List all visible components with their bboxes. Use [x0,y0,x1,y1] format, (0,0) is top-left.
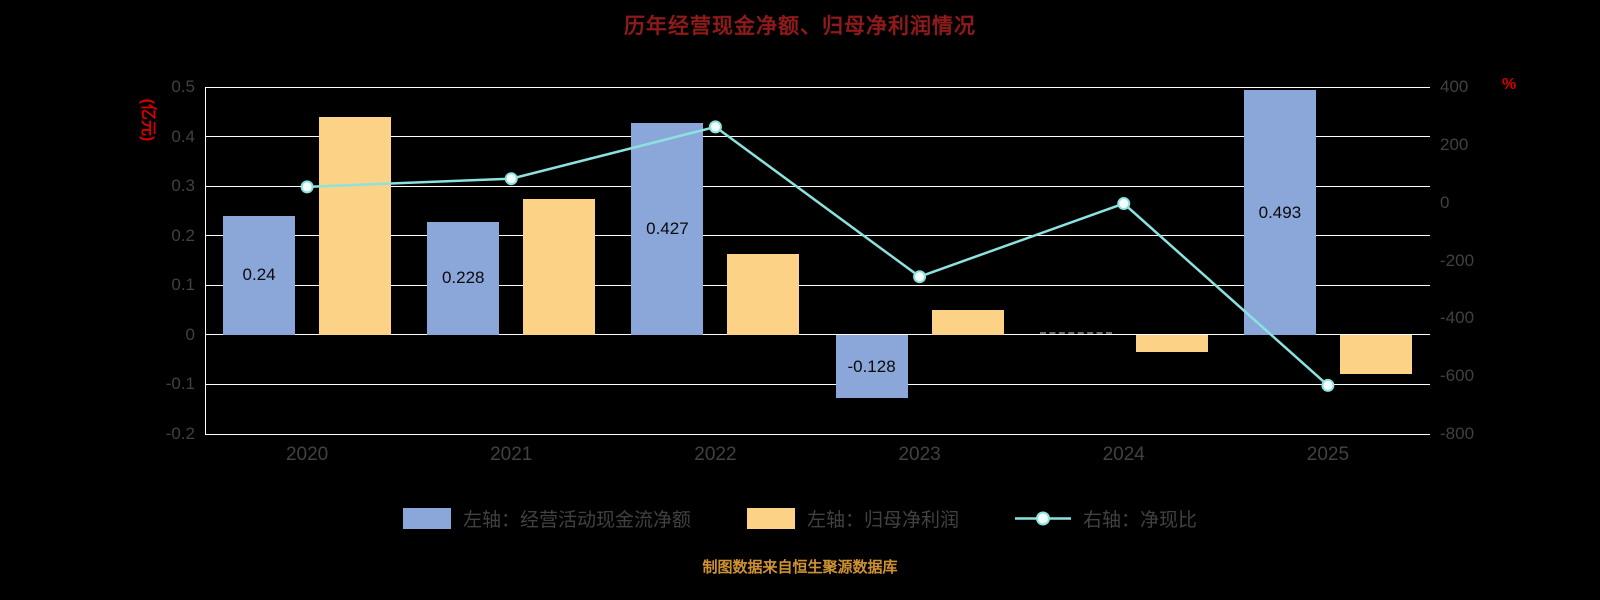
gridline [205,136,1430,138]
ratio-line-marker [504,172,518,186]
ratio-line-marker [1321,378,1335,392]
left-axis-tick-label: 0 [185,324,195,344]
cash-flow-bar [427,221,500,335]
ratio-line-marker [708,120,722,134]
source-caption: 制图数据来自恒生聚源数据库 [702,559,898,576]
gridline [205,284,1430,286]
x-axis-tick-label: 2024 [1102,444,1145,465]
right-axis-tick-label: -400 [1440,308,1475,328]
gridline [205,383,1430,385]
cash-flow-bar [835,334,908,399]
right-axis-unit-label: % [1502,76,1517,93]
legend: 左轴：经营活动现金流净额 左轴：归母净利润 右轴：净现比 [0,505,1600,532]
left-axis-tick-label: 0.2 [171,225,195,245]
left-axis-tick-label: 0.3 [171,176,195,196]
left-axis-tick-label: 0.4 [171,126,195,146]
net-profit-bar [727,254,800,335]
ratio-line-marker [913,270,927,284]
right-axis-tick-label: 0 [1440,192,1450,212]
chart-title: 历年经营现金净额、归母净利润情况 [624,15,976,38]
cash-flow-bar [631,123,704,335]
x-axis-tick-label: 2023 [898,444,941,465]
legend-line-symbol [1015,508,1071,529]
right-axis-tick-label: 200 [1440,134,1469,154]
ratio-line-marker [300,180,314,194]
legend-item-ratio: 右轴：净现比 [1015,505,1197,532]
right-axis-tick-label: -600 [1440,366,1475,386]
bar-value-label: 0.493 [1258,202,1302,222]
x-axis-tick-label: 2020 [285,444,329,465]
y-axis-line [205,87,206,434]
legend-item-cash-flow: 左轴：经营活动现金流净额 [402,505,691,532]
left-axis-tick-label: 0.1 [171,275,195,295]
legend-swatch-net-profit [746,508,795,529]
legend-label-cash-flow: 左轴：经营活动现金流净额 [462,510,691,531]
ratio-line-marker [1117,197,1131,211]
left-axis-tick-label: -0.1 [165,374,195,394]
bar-value-label: 0.24 [242,265,276,285]
legend-swatch-cash-flow [402,508,451,529]
right-axis-tick-label: -200 [1440,250,1475,270]
net-profit-bar [931,310,1004,335]
legend-line-glyph [1015,511,1071,526]
x-axis-tick-label: 2025 [1306,444,1350,465]
cash-flow-bar-near-zero [1039,331,1112,334]
x-axis-tick-label: 2021 [490,444,533,465]
ratio-line [307,125,1329,387]
right-axis-tick-label: 400 [1440,77,1469,96]
right-axis-tick-label: -800 [1440,424,1475,443]
net-profit-bar [1135,334,1208,353]
left-axis-tick-label: 0.5 [171,77,195,96]
bar-value-label: 0.228 [441,268,485,288]
legend-item-net-profit: 左轴：归母净利润 [746,505,959,532]
net-profit-bar [319,116,392,335]
left-axis-tick-label: -0.2 [165,424,195,443]
net-profit-bar [523,198,596,335]
gridline [205,334,1430,336]
bar-value-label: 0.427 [646,219,689,239]
cash-flow-bar [1243,90,1316,335]
x-axis-tick-label: 2022 [694,444,737,465]
cash-flow-bar [223,215,296,335]
legend-label-net-profit: 左轴：归母净利润 [806,510,959,531]
net-profit-bar [1339,334,1412,374]
gridline [205,185,1430,187]
gridline [205,86,1430,88]
gridline [205,235,1430,237]
gridline [205,433,1430,435]
legend-label-ratio: 右轴：净现比 [1083,510,1198,531]
bar-value-label: -0.128 [847,356,896,376]
